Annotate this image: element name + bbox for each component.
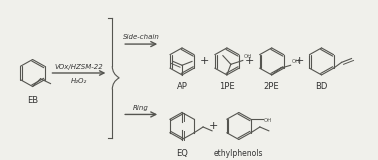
Text: OH: OH [264, 118, 272, 123]
Text: Side-chain: Side-chain [123, 34, 160, 40]
Text: VOx/HZSM-22: VOx/HZSM-22 [54, 64, 103, 70]
Text: +: + [295, 56, 304, 66]
Text: Ring: Ring [133, 105, 149, 111]
Text: BD: BD [315, 82, 328, 91]
Text: EB: EB [27, 96, 38, 105]
Text: +: + [209, 121, 218, 131]
Text: +: + [245, 56, 254, 66]
Text: OH: OH [291, 59, 300, 64]
Text: 1PE: 1PE [219, 82, 235, 91]
Text: OH: OH [244, 55, 252, 60]
Text: +: + [200, 56, 210, 66]
Text: H₂O₂: H₂O₂ [71, 78, 87, 84]
Text: 2PE: 2PE [264, 82, 279, 91]
Text: EQ: EQ [176, 149, 188, 158]
Text: AP: AP [177, 82, 187, 91]
Text: ethylphenols: ethylphenols [214, 149, 263, 158]
